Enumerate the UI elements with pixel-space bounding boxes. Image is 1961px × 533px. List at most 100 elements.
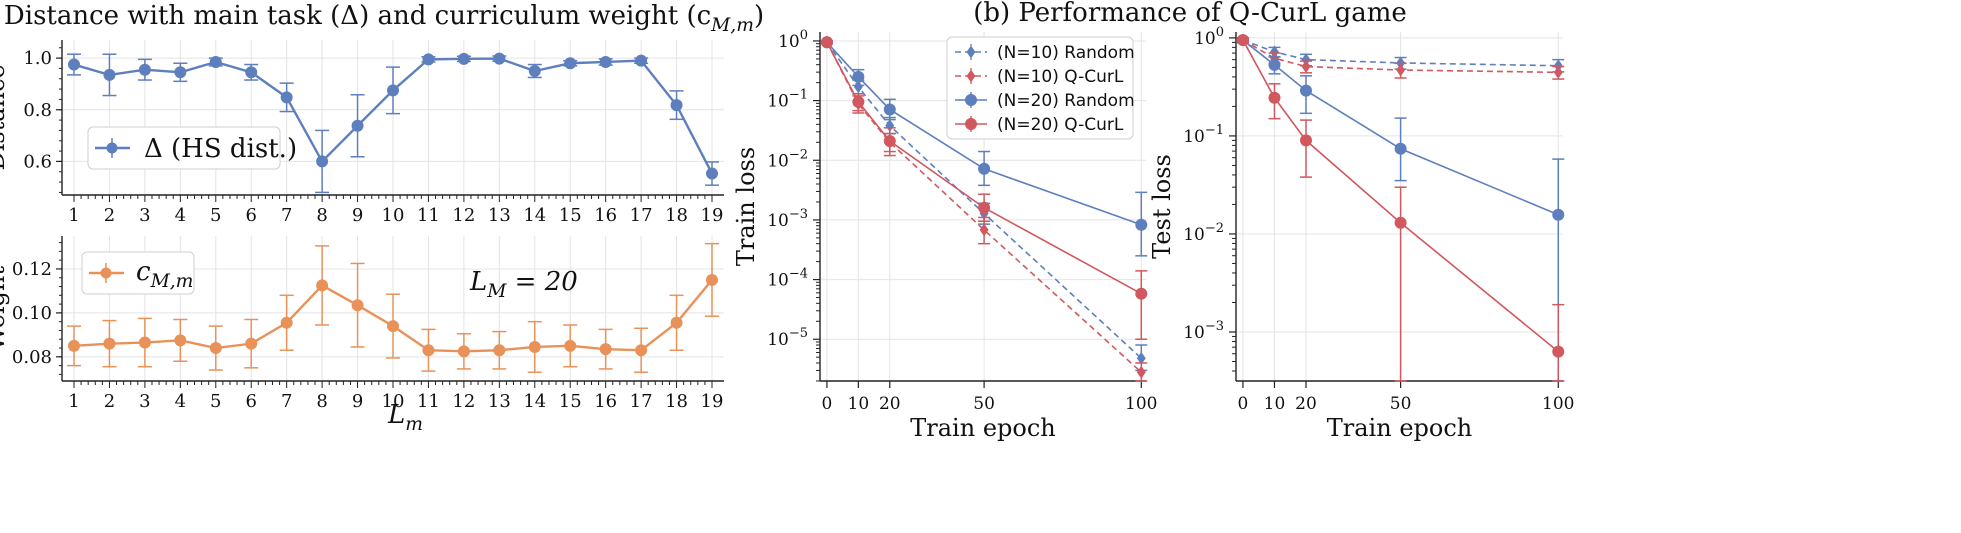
x-tick-label: 16 [594, 205, 617, 226]
x-tick-label: 13 [488, 205, 511, 226]
data-point [820, 36, 833, 49]
legend-marker [965, 94, 977, 106]
data-point [68, 339, 80, 352]
y-tick-label: 0.08 [12, 347, 52, 368]
x-tick-label: 1 [68, 205, 79, 226]
x-tick-label: 9 [352, 391, 363, 412]
x-tick-label: 12 [452, 391, 475, 412]
legend [81, 251, 195, 295]
data-point [103, 68, 116, 81]
y-tick-label: 10−3 [1183, 319, 1224, 343]
data-point [493, 52, 506, 65]
legend-label: (N=10) Q-CurL [997, 67, 1124, 87]
series-line [1242, 39, 1559, 74]
x-tick-label: 0 [822, 394, 833, 414]
data-point [1394, 216, 1407, 229]
data-point [387, 84, 399, 97]
x-tick-label: 0 [1238, 394, 1249, 414]
data-point [1268, 91, 1281, 104]
x-tick-label: 17 [630, 391, 653, 412]
data-point [528, 340, 541, 353]
data-point [316, 279, 329, 292]
x-tick-label: 50 [1390, 394, 1412, 414]
data-point [564, 57, 577, 70]
data-point [852, 70, 865, 83]
data-point [706, 167, 718, 180]
x-tick-label: 7 [281, 391, 292, 412]
x-tick-label: 10 [382, 391, 405, 412]
y-tick-label: 0.10 [12, 303, 52, 324]
x-tick-label: 19 [701, 205, 724, 226]
data-point [1268, 58, 1281, 71]
y-tick-label: 10−4 [767, 267, 808, 291]
data-point [138, 336, 151, 349]
x-tick-label: 10 [382, 205, 405, 226]
x-tick-label: 16 [594, 391, 617, 412]
x-tick-label: 50 [973, 394, 995, 414]
data-point [635, 344, 648, 357]
data-point [706, 273, 718, 286]
data-point [280, 91, 293, 104]
x-tick-label: 20 [1295, 394, 1317, 414]
data-point [245, 66, 258, 79]
chart-title: (b) Performance of Q-CurL game [973, 0, 1407, 28]
data-point [1136, 351, 1146, 365]
data-point [670, 316, 683, 329]
data-point [422, 344, 435, 357]
x-tick-label: 13 [488, 391, 511, 412]
legend-label: (N=20) Random [997, 91, 1135, 111]
legend-label: (N=20) Q-CurL [997, 115, 1124, 135]
data-point [1553, 65, 1563, 79]
y-tick-label: 0.12 [12, 259, 52, 280]
data-point [528, 65, 541, 77]
error-bar [1394, 186, 1407, 382]
x-tick-label: 8 [316, 391, 327, 412]
x-tick-label: 6 [245, 391, 256, 412]
data-point [280, 316, 293, 329]
x-tick-label: 15 [559, 391, 582, 412]
y-tick-label: 100 [778, 28, 808, 52]
x-tick-label: 3 [139, 205, 150, 226]
data-point [457, 52, 470, 65]
x-tick-label: 12 [452, 205, 475, 226]
data-point [1552, 345, 1565, 358]
x-tick-label: 2 [104, 391, 115, 412]
x-tick-label: 20 [879, 394, 901, 414]
data-point [883, 135, 896, 148]
annotation: LM = 20 [469, 267, 578, 302]
x-tick-label: 8 [316, 205, 327, 226]
data-point [978, 162, 991, 175]
x-tick-label: 4 [175, 391, 186, 412]
data-point [457, 345, 470, 358]
data-point [1236, 34, 1249, 47]
x-tick-label: 19 [701, 391, 724, 412]
data-point [209, 55, 222, 68]
legend-marker [100, 267, 112, 279]
data-point [351, 299, 364, 312]
x-tick-label: 5 [210, 391, 221, 412]
x-tick-label: 11 [417, 391, 440, 412]
chart-title: (a) Distance with main task (Δ) and curr… [0, 1, 764, 36]
x-tick-label: 10 [848, 394, 870, 414]
data-point [599, 55, 612, 68]
y-axis-label: Test loss [1148, 154, 1176, 259]
x-tick-label: 18 [665, 205, 688, 226]
x-tick-label: 17 [630, 205, 653, 226]
x-tick-label: 1 [68, 391, 79, 412]
y-tick-label: 0.6 [23, 151, 52, 172]
data-point [422, 53, 435, 66]
y-tick-label: 1.0 [23, 48, 52, 69]
data-point [493, 344, 506, 357]
data-point [209, 342, 222, 355]
x-tick-label: 6 [245, 205, 256, 226]
x-tick-label: 100 [1125, 394, 1157, 414]
data-point [599, 343, 612, 356]
legend-label: cM,m [136, 257, 193, 292]
y-tick-label: 10−2 [1183, 221, 1224, 245]
data-point [564, 339, 577, 352]
x-tick-label: 10 [1264, 394, 1286, 414]
data-point [316, 155, 329, 168]
series-line [1242, 39, 1559, 67]
x-tick-label: 14 [523, 391, 546, 412]
